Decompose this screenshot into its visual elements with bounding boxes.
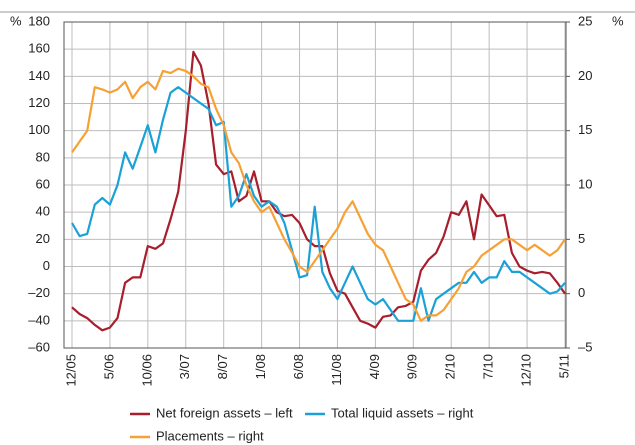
x-tick-label: 11/08 [329,354,344,386]
plot-frame [63,21,567,349]
x-tick-label: 12/05 [63,354,78,387]
y2-tick-label: 5 [578,231,585,246]
y-tick-label: 20 [36,231,50,246]
y-tick-label: –40 [28,312,50,327]
series-line [71,67,566,322]
x-tick-label: 2/10 [443,354,458,379]
y2-tick-label: 0 [578,285,585,300]
x-tick-label: 7/10 [481,354,496,379]
y-tick-label: 180 [28,13,50,28]
y2-tick-label: 20 [578,68,592,83]
y-tick-label: 60 [36,176,50,191]
x-tick-label: 9/09 [405,354,420,379]
y-tick-label: 100 [28,122,50,137]
x-tick-label: 12/10 [519,354,534,387]
series-line [71,86,566,322]
y-tick-label: 0 [43,258,50,273]
x-tick-label: 10/06 [139,354,154,387]
y-unit: % [10,13,22,28]
y2-tick-label: 25 [578,13,592,28]
y-tick-label: 80 [36,149,50,164]
y2-tick-label: 15 [578,122,592,137]
x-tick-label: 6/08 [291,354,306,379]
legend-label: Placements – right [156,428,264,443]
legend-label: Net foreign assets – left [156,405,293,420]
y-tick-label: –60 [28,339,50,354]
x-tick-label: 5/06 [101,354,116,379]
x-tick-label: 4/09 [367,354,382,379]
x-tick-label: 3/07 [177,354,192,379]
y-tick-label: 40 [36,204,50,219]
x-tick-label: 1/08 [253,354,268,379]
y-tick-label: 140 [28,68,50,83]
legend-label: Total liquid assets – right [331,405,474,420]
y-tick-label: 160 [28,41,50,56]
series-line [71,50,566,332]
y-tick-label: 120 [28,95,50,110]
y2-tick-label: 10 [578,176,592,191]
x-tick-label: 8/07 [215,354,230,379]
y2-tick-label: –5 [578,339,592,354]
y2-unit: % [612,13,624,28]
x-tick-label: 5/11 [556,354,571,378]
y-tick-label: –20 [28,285,50,300]
